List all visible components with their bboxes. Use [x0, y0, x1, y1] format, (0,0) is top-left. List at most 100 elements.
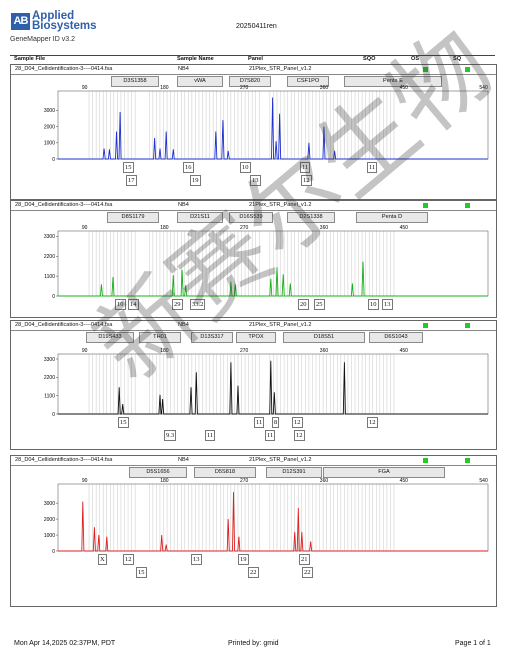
y-tick-label: 2000 — [44, 124, 55, 130]
applied-biosystems-logo: AB — [11, 13, 30, 30]
y-tick-label: 3000 — [44, 108, 55, 114]
dye-trace — [58, 97, 488, 160]
y-tick-label: 2200 — [44, 375, 55, 381]
os-status-indicator — [423, 67, 428, 72]
y-tick-label: 0 — [52, 157, 55, 163]
y-tick-label: 2200 — [44, 254, 55, 260]
allele-call-label: 12 — [292, 417, 303, 428]
allele-call-label: 14 — [128, 299, 139, 310]
x-tick-label: 90 — [82, 85, 88, 91]
electropherogram-plot: 90 180 270 360 450 0 1100 2200 3300 — [44, 348, 489, 418]
allele-call-label: 29 — [172, 299, 183, 310]
y-tick-label: 3300 — [44, 234, 55, 240]
allele-call-label: 20 — [298, 299, 309, 310]
x-tick-label: 90 — [82, 348, 88, 354]
allele-call-label: X — [98, 554, 107, 565]
sample-panel-1: 28_D04_Cellidentification-3----0414.fsa N… — [10, 64, 497, 200]
footer-page: Page 1 of 1 — [455, 640, 491, 647]
allele-call-label: 19 — [190, 175, 201, 186]
y-tick-label: 0 — [52, 549, 55, 555]
dye-trace — [58, 261, 488, 297]
col-sq: SQ — [453, 56, 462, 62]
x-tick-label: 180 — [160, 85, 169, 91]
sq-status-indicator — [465, 67, 470, 72]
brand-line1: Applied — [32, 10, 75, 22]
marker-label: D7S820 — [229, 76, 271, 87]
col-sqo: SQO — [363, 56, 376, 62]
sample-panel-2: 28_D04_Cellidentification-3----0414.fsa N… — [10, 200, 497, 318]
brand-line2: Biosystems — [32, 20, 97, 32]
x-tick-label: 270 — [240, 225, 249, 231]
plot-frame — [57, 483, 489, 552]
x-tick-label: 270 — [240, 348, 249, 354]
panel-info-divider — [11, 74, 496, 75]
col-sample-name: Sample Name — [177, 56, 214, 62]
electropherogram-plot: 90 180 270 360 450 0 1100 2200 3300 — [44, 225, 489, 300]
y-tick-label: 1100 — [44, 274, 55, 280]
allele-call-label: 11 — [265, 430, 276, 441]
brand-name: Applied Biosystems — [32, 10, 97, 32]
allele-call-label: 12 — [123, 554, 134, 565]
dye-trace — [58, 491, 488, 552]
marker-label: vWA — [177, 76, 223, 87]
marker-label: D16S539 — [229, 212, 273, 223]
allele-call-label: 15 — [123, 162, 134, 173]
allele-call-label: 11 — [205, 430, 216, 441]
x-tick-label: 450 — [400, 478, 409, 484]
x-tick-label: 360 — [320, 478, 329, 484]
x-tick-label: 270 — [240, 85, 249, 91]
panel-value: 21Plex_STR_Panel_v1.2 — [249, 322, 312, 328]
allele-call-label: 25 — [314, 299, 325, 310]
sample-panel-4: 28_D04_Cellidentification-3----0414.fsa N… — [10, 455, 497, 607]
x-tick-label: 450 — [400, 348, 409, 354]
x-tick-label: 180 — [160, 478, 169, 484]
marker-label: Penta E — [344, 76, 442, 87]
x-tick-label: 540 — [479, 478, 488, 484]
allele-call-label: 16 — [183, 162, 194, 173]
sample-file-value: 28_D04_Cellidentification-3----0414.fsa — [15, 457, 113, 463]
allele-call-label: 17 — [126, 175, 137, 186]
sample-file-value: 28_D04_Cellidentification-3----0414.fsa — [15, 322, 113, 328]
allele-call-label: 12 — [367, 417, 378, 428]
run-name: 20250411ren — [236, 23, 277, 30]
allele-call-label: 10 — [368, 299, 379, 310]
allele-call-label: 22 — [248, 567, 259, 578]
footer-printed-by: Printed by: gmid — [228, 640, 279, 647]
marker-label: D2S1338 — [287, 212, 335, 223]
marker-label: D21S11 — [177, 212, 223, 223]
marker-label: D5S818 — [194, 467, 256, 478]
sq-status-indicator — [465, 323, 470, 328]
allele-call-label: 11 — [367, 162, 378, 173]
y-tick-label: 1100 — [44, 393, 55, 399]
marker-label: TPOX — [236, 332, 276, 343]
panel-info-divider — [11, 465, 496, 466]
footer-timestamp: Mon Apr 14,2025 02:37PM, PDT — [14, 640, 116, 647]
sample-file-value: 28_D04_Cellidentification-3----0414.fsa — [15, 66, 113, 72]
sample-name-value: NB4 — [178, 322, 189, 328]
os-status-indicator — [423, 323, 428, 328]
marker-label: D6S1043 — [369, 332, 423, 343]
marker-label: D5S1656 — [129, 467, 187, 478]
x-tick-label: 360 — [320, 225, 329, 231]
sample-name-value: NB4 — [178, 202, 189, 208]
y-tick-label: 3000 — [44, 501, 55, 507]
sample-file-value: 28_D04_Cellidentification-3----0414.fsa — [15, 202, 113, 208]
os-status-indicator — [423, 203, 428, 208]
panel-value: 21Plex_STR_Panel_v1.2 — [249, 202, 312, 208]
os-status-indicator — [423, 458, 428, 463]
allele-bins — [88, 231, 395, 296]
sq-status-indicator — [465, 203, 470, 208]
allele-call-label: 21 — [299, 554, 310, 565]
allele-call-label: 8 — [272, 417, 280, 428]
marker-label: FGA — [323, 467, 445, 478]
allele-call-label: 19 — [238, 554, 249, 565]
allele-call-label: 12 — [294, 430, 305, 441]
y-tick-label: 1000 — [44, 141, 55, 147]
x-tick-label: 360 — [320, 348, 329, 354]
x-tick-label: 540 — [479, 85, 488, 91]
marker-label: TH01 — [139, 332, 181, 343]
app-version: GeneMapper ID v3.2 — [10, 36, 75, 43]
sample-panel-3: 28_D04_Cellidentification-3----0414.fsa N… — [10, 320, 497, 450]
x-tick-label: 90 — [82, 478, 88, 484]
panel-value: 21Plex_STR_Panel_v1.2 — [249, 66, 312, 72]
